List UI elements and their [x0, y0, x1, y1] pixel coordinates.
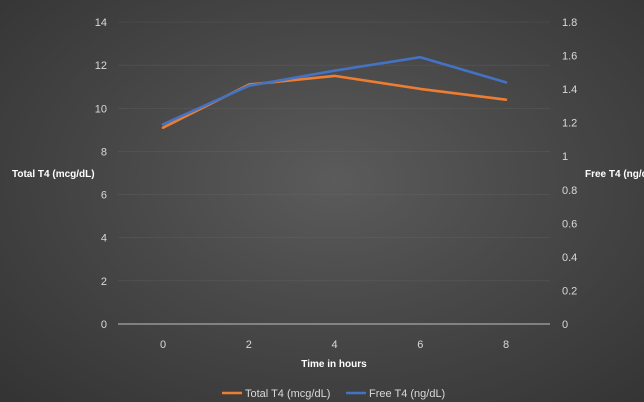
- y-right-tick-label: 1.8: [562, 17, 577, 29]
- y-right-tick-label: 0: [562, 319, 568, 331]
- y-right-tick-label: 0.2: [562, 285, 577, 297]
- x-tick-label: 6: [417, 339, 423, 351]
- series-lines: [161, 55, 508, 129]
- y-right-tick-label: 0.6: [562, 218, 577, 230]
- y-left-tick-label: 14: [95, 17, 107, 29]
- y-left-tick-label: 10: [95, 103, 107, 115]
- y-left-tick-label: 2: [101, 276, 107, 288]
- y-right-tick-label: 1.4: [562, 84, 577, 96]
- y-right-tick-label: 0.8: [562, 185, 577, 197]
- y-left-tick-label: 8: [101, 146, 107, 158]
- y-right-tick-label: 1.2: [562, 118, 577, 130]
- y-left-tick-label: 4: [101, 233, 107, 245]
- series-line-free-t4: [161, 55, 508, 126]
- x-axis-title: Time in hours: [301, 359, 367, 370]
- y-left-tick-label: 6: [101, 190, 107, 202]
- y-right-tick-label: 1: [562, 151, 568, 163]
- y-right-tick-label: 0.4: [562, 252, 577, 264]
- legend: Total T4 (mcg/dL) Free T4 (ng/dL): [222, 388, 445, 400]
- y-left-tick-label: 12: [95, 60, 107, 72]
- y-left-tick-label: 0: [101, 319, 107, 331]
- x-tick-label: 0: [160, 339, 166, 351]
- y-right-tick-label: 1.6: [562, 51, 577, 63]
- gridlines: [118, 21, 550, 282]
- legend-label-free-t4: Free T4 (ng/dL): [369, 388, 445, 400]
- legend-label-total-t4: Total T4 (mcg/dL): [245, 388, 330, 400]
- y-axis-right-title: Free T4 (ng/dL): [585, 169, 644, 180]
- y-axis-left-title: Total T4 (mcg/dL): [12, 169, 95, 180]
- x-tick-label: 4: [331, 339, 337, 351]
- x-tick-label: 2: [246, 339, 252, 351]
- axes: 0 2 4 6 8 10 12 14 0 0.2 0.4 0.6 0.8 1 1.2 1.4 1.6 1.8 0 2 4…: [95, 17, 578, 351]
- x-tick-label: 8: [503, 339, 509, 351]
